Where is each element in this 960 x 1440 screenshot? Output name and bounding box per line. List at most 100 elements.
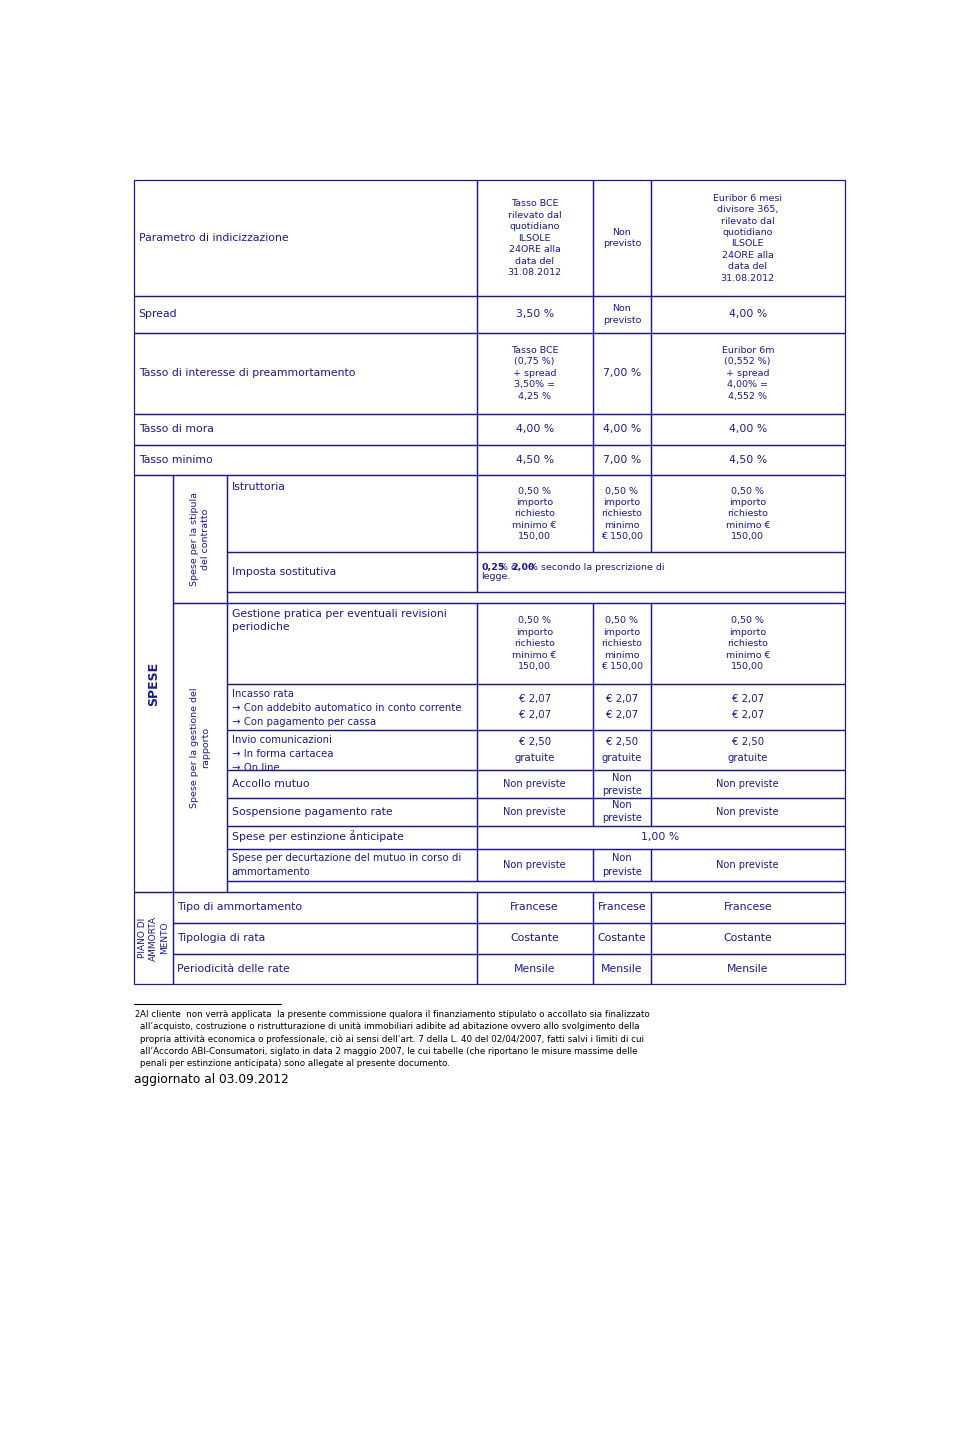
Bar xyxy=(476,770,592,798)
Text: Non
previste: Non previste xyxy=(602,854,641,877)
Text: Francese: Francese xyxy=(511,903,559,913)
Text: Tasso minimo: Tasso minimo xyxy=(138,455,212,465)
Text: 4,50 %: 4,50 % xyxy=(729,455,767,465)
Text: Tasso BCE
(0,75 %)
+ spread
3,50% =
4,25 %: Tasso BCE (0,75 %) + spread 3,50% = 4,25… xyxy=(511,346,559,400)
Text: Costante: Costante xyxy=(724,933,772,943)
Text: Tasso di mora: Tasso di mora xyxy=(138,425,213,435)
Bar xyxy=(476,953,592,985)
Bar xyxy=(476,180,592,297)
Text: Tasso BCE
rilevato dal
quotidiano
ILSOLE
24ORE alla
data del
31.08.2012: Tasso BCE rilevato dal quotidiano ILSOLE… xyxy=(508,199,562,276)
Text: 0,50 %
importo
richiesto
minimo
€ 150,00: 0,50 % importo richiesto minimo € 150,00 xyxy=(601,616,643,671)
Text: 1,00 %: 1,00 % xyxy=(641,832,680,842)
Text: Non
previsto: Non previsto xyxy=(603,304,641,324)
Bar xyxy=(592,684,651,730)
Bar xyxy=(592,798,651,825)
Text: Imposta sostitutiva: Imposta sostitutiva xyxy=(231,567,336,577)
Bar xyxy=(592,603,651,684)
Bar xyxy=(476,684,592,730)
Bar xyxy=(592,333,651,413)
Text: € 2,50
gratuite: € 2,50 gratuite xyxy=(515,737,555,763)
Bar xyxy=(476,730,592,770)
Text: Non previste: Non previste xyxy=(716,779,780,789)
Bar xyxy=(173,603,227,891)
Bar xyxy=(651,475,845,553)
Text: Spese per decurtazione del mutuo in corso di
ammortamento: Spese per decurtazione del mutuo in cors… xyxy=(231,854,461,877)
Text: 0,50 %
importo
richiesto
minimo
€ 150,00: 0,50 % importo richiesto minimo € 150,00 xyxy=(601,487,643,541)
Bar xyxy=(651,770,845,798)
Text: Euribor 6 mesi
divisore 365,
rilevato dal
quotidiano
ILSOLE
24ORE alla
data del
: Euribor 6 mesi divisore 365, rilevato da… xyxy=(713,193,782,282)
Bar xyxy=(227,684,476,730)
Bar xyxy=(476,603,592,684)
Text: Istruttoria: Istruttoria xyxy=(231,481,285,491)
Bar xyxy=(651,180,845,297)
Bar xyxy=(476,297,592,333)
Bar xyxy=(592,730,651,770)
Text: Tasso di interesse di preammortamento: Tasso di interesse di preammortamento xyxy=(138,369,355,379)
Text: % o: % o xyxy=(499,563,519,572)
Text: Euribor 6m
(0,552 %)
+ spread
4,00% =
4,552 %: Euribor 6m (0,552 %) + spread 4,00% = 4,… xyxy=(722,346,774,400)
Text: Non
previste: Non previste xyxy=(602,801,641,824)
Text: Non previste: Non previste xyxy=(503,779,566,789)
Bar xyxy=(592,297,651,333)
Bar xyxy=(592,770,651,798)
Bar xyxy=(476,825,845,848)
Bar xyxy=(134,891,173,985)
Text: Non
previste: Non previste xyxy=(602,773,641,796)
Bar xyxy=(592,180,651,297)
Bar xyxy=(476,553,845,592)
Bar xyxy=(592,445,651,475)
Text: Mensile: Mensile xyxy=(601,963,642,973)
Text: Non
previsto: Non previsto xyxy=(603,228,641,249)
Text: Accollo mutuo: Accollo mutuo xyxy=(231,779,309,789)
Bar xyxy=(134,475,173,891)
Bar xyxy=(173,891,476,923)
Bar xyxy=(651,297,845,333)
Text: 0,50 %
importo
richiesto
minimo €
150,00: 0,50 % importo richiesto minimo € 150,00 xyxy=(726,487,770,541)
Text: € 2,07
€ 2,07: € 2,07 € 2,07 xyxy=(518,694,551,720)
Text: 7,00 %: 7,00 % xyxy=(603,455,641,465)
Bar xyxy=(592,848,651,881)
Bar xyxy=(134,413,476,445)
Text: 4,00 %: 4,00 % xyxy=(729,425,767,435)
Text: Incasso rata
→ Con addebito automatico in conto corrente
→ Con pagamento per cas: Incasso rata → Con addebito automatico i… xyxy=(231,688,461,727)
Bar xyxy=(134,445,476,475)
Bar xyxy=(173,953,476,985)
Bar xyxy=(476,923,592,953)
Bar xyxy=(651,848,845,881)
Text: Francese: Francese xyxy=(597,903,646,913)
Text: Non previste: Non previste xyxy=(503,806,566,816)
Text: SPESE: SPESE xyxy=(147,661,159,706)
Bar xyxy=(476,891,592,923)
Text: Non previste: Non previste xyxy=(503,860,566,870)
Text: € 2,50
gratuite: € 2,50 gratuite xyxy=(602,737,642,763)
Text: Sospensione pagamento rate: Sospensione pagamento rate xyxy=(231,806,393,816)
Text: Non previste: Non previste xyxy=(716,806,780,816)
Text: Tipologia di rata: Tipologia di rata xyxy=(178,933,266,943)
Text: Parametro di indicizzazione: Parametro di indicizzazione xyxy=(138,233,288,243)
Bar xyxy=(173,923,476,953)
Text: % secondo la prescrizione di: % secondo la prescrizione di xyxy=(529,563,664,572)
Bar xyxy=(227,881,845,891)
Bar xyxy=(476,413,592,445)
Bar xyxy=(173,475,227,603)
Text: Gestione pratica per eventuali revisioni
periodiche: Gestione pratica per eventuali revisioni… xyxy=(231,609,446,632)
Text: Costante: Costante xyxy=(511,933,559,943)
Bar xyxy=(592,475,651,553)
Bar xyxy=(651,413,845,445)
Text: aggiornato al 03.09.2012: aggiornato al 03.09.2012 xyxy=(134,1073,289,1086)
Text: 0,50 %
importo
richiesto
minimo €
150,00: 0,50 % importo richiesto minimo € 150,00 xyxy=(513,487,557,541)
Text: Mensile: Mensile xyxy=(514,963,556,973)
Bar xyxy=(134,180,476,297)
Text: 4,00 %: 4,00 % xyxy=(729,310,767,320)
Text: 0,50 %
importo
richiesto
minimo €
150,00: 0,50 % importo richiesto minimo € 150,00 xyxy=(513,616,557,671)
Text: Mensile: Mensile xyxy=(727,963,769,973)
Bar xyxy=(651,445,845,475)
Bar xyxy=(227,825,476,848)
Bar xyxy=(227,770,476,798)
Bar xyxy=(651,684,845,730)
Bar xyxy=(592,891,651,923)
Text: 3,50 %: 3,50 % xyxy=(516,310,554,320)
Text: Invio comunicazioni
→ In forma cartacea
→ On line: Invio comunicazioni → In forma cartacea … xyxy=(231,734,333,773)
Bar xyxy=(227,603,476,684)
Bar xyxy=(592,923,651,953)
